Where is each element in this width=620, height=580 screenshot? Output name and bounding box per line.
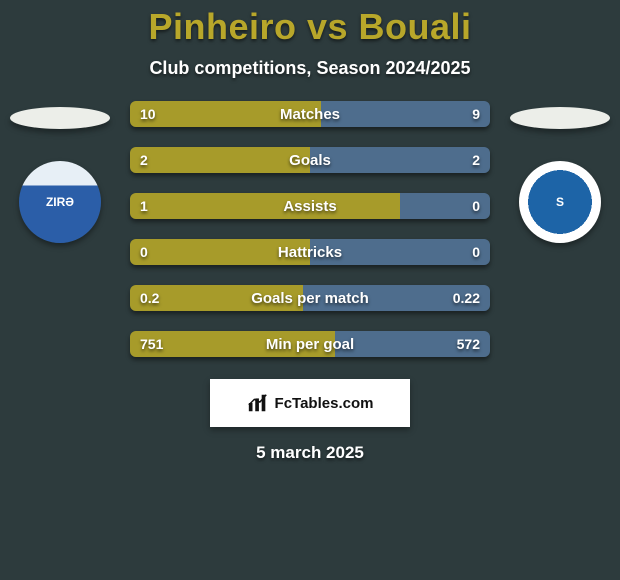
comparison-card: Pinheiro vs Bouali Club competitions, Se… — [0, 0, 620, 580]
stat-bar-left — [130, 239, 310, 265]
stat-bar-right — [303, 285, 490, 311]
stat-row: Assists10 — [130, 193, 490, 219]
stat-bar-left — [130, 101, 321, 127]
right-team-crest: S — [519, 161, 601, 243]
stat-bar-left — [130, 331, 335, 357]
stat-bar-right — [335, 331, 490, 357]
left-team-column: ZIRƏ — [0, 101, 120, 243]
ellipse-decor-right — [510, 107, 610, 129]
stat-row: Min per goal751572 — [130, 331, 490, 357]
footer-date: 5 march 2025 — [256, 443, 364, 463]
page-subtitle: Club competitions, Season 2024/2025 — [149, 58, 470, 79]
chart-icon — [247, 392, 269, 414]
stats-area: ZIRƏ Matches109 Goals22 Assists10 Hattricks… — [0, 101, 620, 357]
right-team-column: S — [500, 101, 620, 243]
stat-row: Goals per match0.20.22 — [130, 285, 490, 311]
attribution-text: FcTables.com — [275, 395, 374, 412]
stat-bar-left — [130, 147, 310, 173]
stat-bar-left — [130, 285, 303, 311]
page-title: Pinheiro vs Bouali — [148, 6, 471, 48]
stat-bar-left — [130, 193, 400, 219]
attribution-badge: FcTables.com — [210, 379, 410, 427]
stat-row: Goals22 — [130, 147, 490, 173]
stat-bar-right — [310, 147, 490, 173]
ellipse-decor-left — [10, 107, 110, 129]
stat-bar-right — [310, 239, 490, 265]
stat-bars: Matches109 Goals22 Assists10 Hattricks00 Goa… — [120, 101, 500, 357]
stat-row: Hattricks00 — [130, 239, 490, 265]
stat-row: Matches109 — [130, 101, 490, 127]
right-team-short: S — [556, 195, 564, 209]
stat-bar-right — [400, 193, 490, 219]
stat-bar-right — [321, 101, 490, 127]
left-team-short: ZIRƏ — [46, 195, 74, 209]
left-team-crest: ZIRƏ — [19, 161, 101, 243]
